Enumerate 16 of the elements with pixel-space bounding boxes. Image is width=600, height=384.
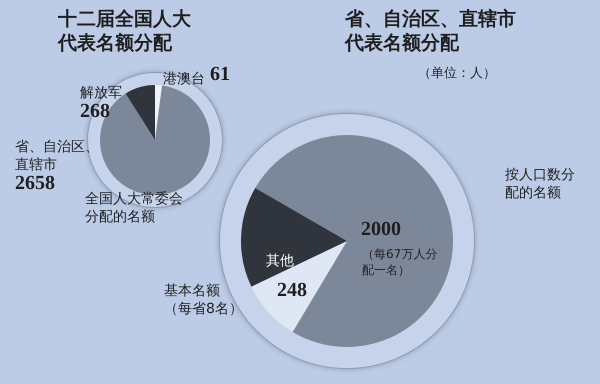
data-label: 248	[277, 279, 307, 302]
slice-label: 港澳台	[163, 71, 205, 87]
text: 全国人大常委会分配的名额	[85, 191, 183, 225]
data-label: 61	[210, 63, 230, 86]
chart-subtitle: （单位：人）	[418, 65, 496, 82]
slice-label: 省、自治区、直辖市	[15, 138, 100, 174]
slice-label: 其他	[266, 252, 295, 270]
data-label: 268	[80, 100, 110, 123]
slice-label: 基本名额（每省8名）	[164, 282, 244, 318]
text: （每67万人分配一名）	[362, 247, 438, 277]
slice-label: 解放军	[80, 84, 123, 102]
data-label: 2000	[361, 218, 401, 241]
chart-title: 省、自治区、直辖市代表名额分配	[345, 8, 517, 56]
data-label: 2658	[15, 172, 55, 195]
chart-title: 十二届全国人大代表名额分配	[58, 8, 192, 56]
slice-label: 按人口数分配的名额	[505, 166, 576, 202]
